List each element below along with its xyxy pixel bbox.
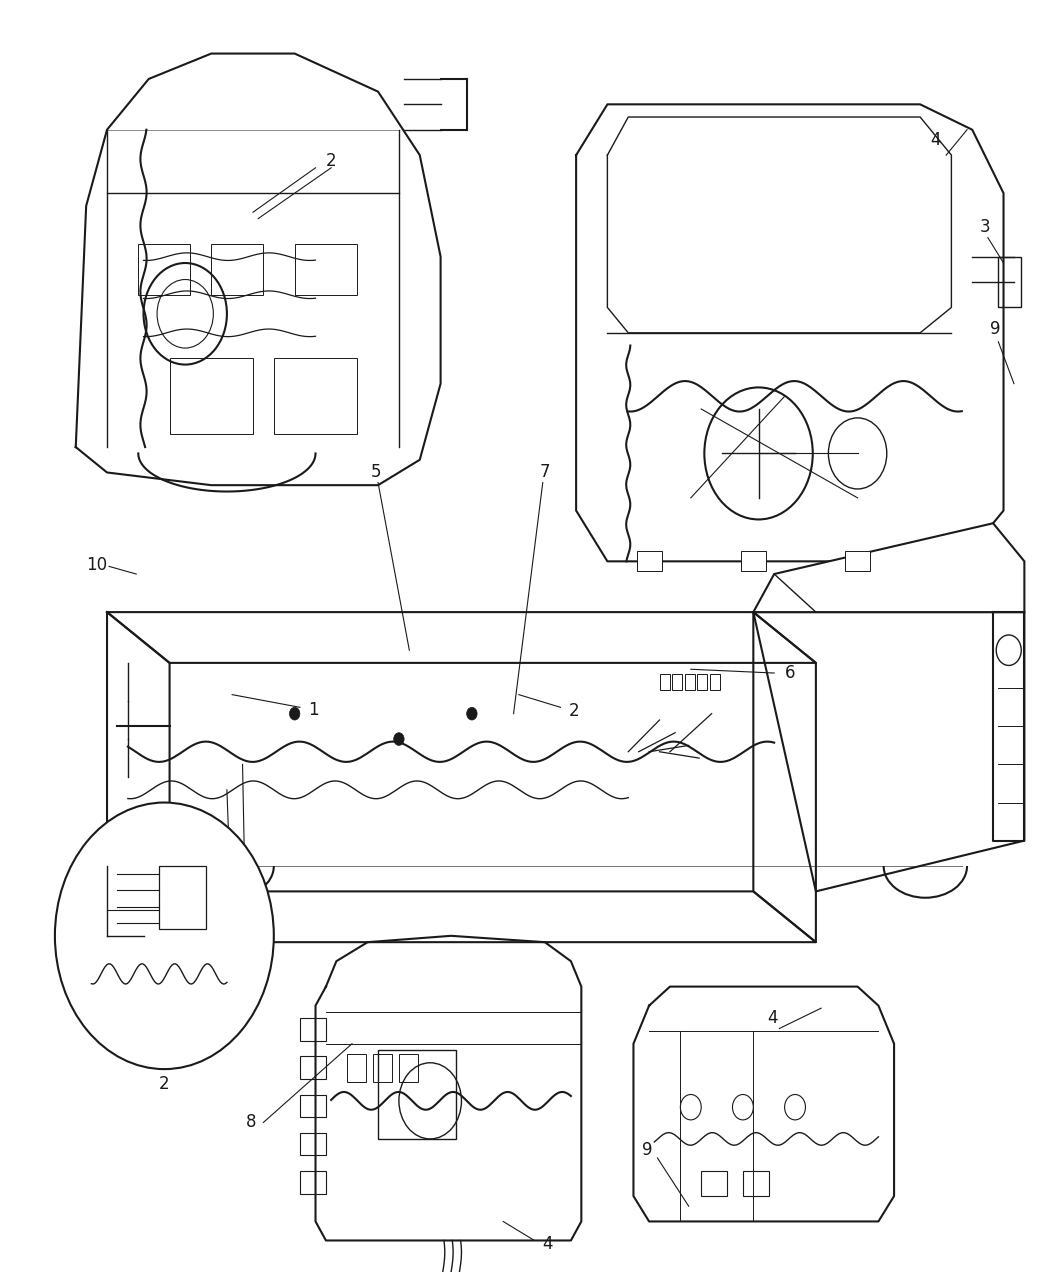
FancyBboxPatch shape xyxy=(672,674,682,690)
Text: 4: 4 xyxy=(543,1235,553,1253)
FancyBboxPatch shape xyxy=(697,674,707,690)
FancyBboxPatch shape xyxy=(684,674,695,690)
FancyBboxPatch shape xyxy=(741,551,766,571)
Text: 3: 3 xyxy=(980,218,990,236)
Text: 9: 9 xyxy=(641,1141,652,1159)
Circle shape xyxy=(289,708,300,720)
FancyBboxPatch shape xyxy=(709,674,720,690)
Text: 8: 8 xyxy=(245,1113,256,1131)
FancyBboxPatch shape xyxy=(845,551,870,571)
Text: 2: 2 xyxy=(159,1075,170,1094)
Text: 2: 2 xyxy=(326,153,336,171)
Text: 10: 10 xyxy=(86,556,107,574)
FancyBboxPatch shape xyxy=(659,674,670,690)
Circle shape xyxy=(466,708,477,720)
Text: 4: 4 xyxy=(931,131,941,149)
FancyBboxPatch shape xyxy=(636,551,661,571)
Circle shape xyxy=(733,1094,754,1119)
Text: 5: 5 xyxy=(371,464,381,482)
Circle shape xyxy=(785,1094,806,1119)
Text: 4: 4 xyxy=(767,1010,778,1028)
Text: 1: 1 xyxy=(308,701,319,719)
Circle shape xyxy=(394,733,405,746)
Text: 7: 7 xyxy=(540,464,550,482)
Text: 2: 2 xyxy=(569,703,580,720)
Polygon shape xyxy=(754,523,1024,612)
Text: 6: 6 xyxy=(785,664,795,682)
Text: 9: 9 xyxy=(990,320,1001,338)
Circle shape xyxy=(54,802,274,1070)
Circle shape xyxy=(680,1094,701,1119)
